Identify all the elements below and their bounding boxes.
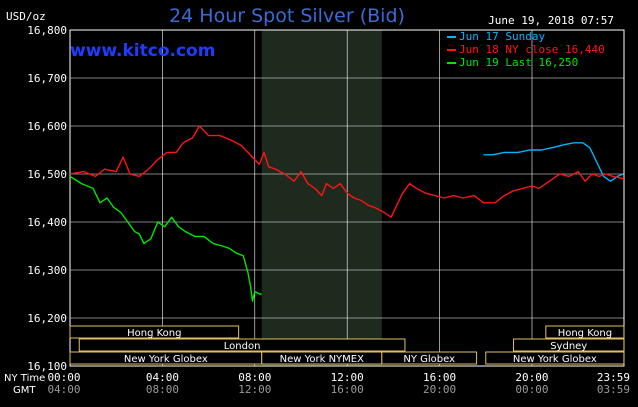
session-bar xyxy=(485,351,625,365)
x-tick-label-ny: 12:00 xyxy=(331,371,364,384)
x-axis-label-ny: NY Time xyxy=(4,373,45,384)
session-bars: Hong Kong London New York Globex New York N… xyxy=(69,325,625,365)
x-tick-label-gmt: 12:00 xyxy=(238,383,271,396)
y-tick-label: 16,400 xyxy=(27,216,67,229)
x-axis-label-gmt: GMT xyxy=(13,385,36,396)
chart-title: 24 Hour Spot Silver (Bid) xyxy=(169,5,405,27)
y-tick-label: 16,100 xyxy=(27,360,67,373)
y-tick-label: 16,200 xyxy=(27,312,67,325)
y-tick-label: 16,700 xyxy=(27,72,67,85)
x-tick-label-gmt: 20:00 xyxy=(423,383,456,396)
session-bar xyxy=(545,325,625,339)
session-label: Sydney xyxy=(550,341,587,352)
session-label: London xyxy=(224,341,261,352)
session-label: NY Globex xyxy=(403,354,455,365)
x-tick-label-ny: 00:00 xyxy=(47,371,80,384)
x-tick-label-ny: 20:00 xyxy=(515,371,548,384)
session-label: New York Globex xyxy=(124,354,208,365)
watermark: www.kitco.com xyxy=(70,41,215,61)
series-lines xyxy=(69,125,625,302)
x-tick-label-ny: 08:00 xyxy=(238,371,271,384)
chart-timestamp: June 19, 2018 07:57 xyxy=(488,14,614,27)
session-label: Hong Kong xyxy=(127,328,181,339)
series-line-jun18 xyxy=(69,125,625,218)
session-bar xyxy=(381,351,478,365)
session-bar xyxy=(69,325,240,339)
x-tick-label-ny: 04:00 xyxy=(146,371,179,384)
legend-entry-jun17: Jun 17 Sunday xyxy=(459,30,545,43)
shaded-time-region xyxy=(261,30,382,366)
y-tick-labels: 16,100 16,200 16,300 16,400 16,500 16,600 16,7… xyxy=(27,24,67,373)
legend-entry-jun18: Jun 18 NY close 16,440 xyxy=(459,43,605,56)
y-tick-label: 16,600 xyxy=(27,120,67,133)
x-tick-label-ny: 23:59 xyxy=(597,371,630,384)
legend-entry-jun19: Jun 19 Last 16,250 xyxy=(459,56,578,69)
x-tick-labels: 00:0004:0004:0008:0008:0012:0012:0016:00… xyxy=(47,371,630,396)
x-tick-label-gmt: 16:00 xyxy=(331,383,364,396)
session-bar xyxy=(513,338,625,352)
x-tick-label-gmt: 08:00 xyxy=(146,383,179,396)
y-axis-unit: USD/oz xyxy=(6,10,46,23)
session-label: Hong Kong xyxy=(558,328,612,339)
session-label: New York NYMEX xyxy=(280,354,365,365)
y-tick-label: 16,500 xyxy=(27,168,67,181)
x-tick-label-ny: 16:00 xyxy=(423,371,456,384)
x-tick-label-gmt: 03:59 xyxy=(597,383,630,396)
plot-border xyxy=(69,29,625,367)
series-line-jun17 xyxy=(483,142,624,182)
x-tick-label-gmt: 00:00 xyxy=(515,383,548,396)
y-tick-label: 16,300 xyxy=(27,264,67,277)
series-line-jun19 xyxy=(69,175,262,302)
y-tick-label: 16,800 xyxy=(27,24,67,37)
x-tick-label-gmt: 04:00 xyxy=(47,383,80,396)
session-bar xyxy=(78,338,406,352)
session-label: New York Globex xyxy=(513,354,597,365)
